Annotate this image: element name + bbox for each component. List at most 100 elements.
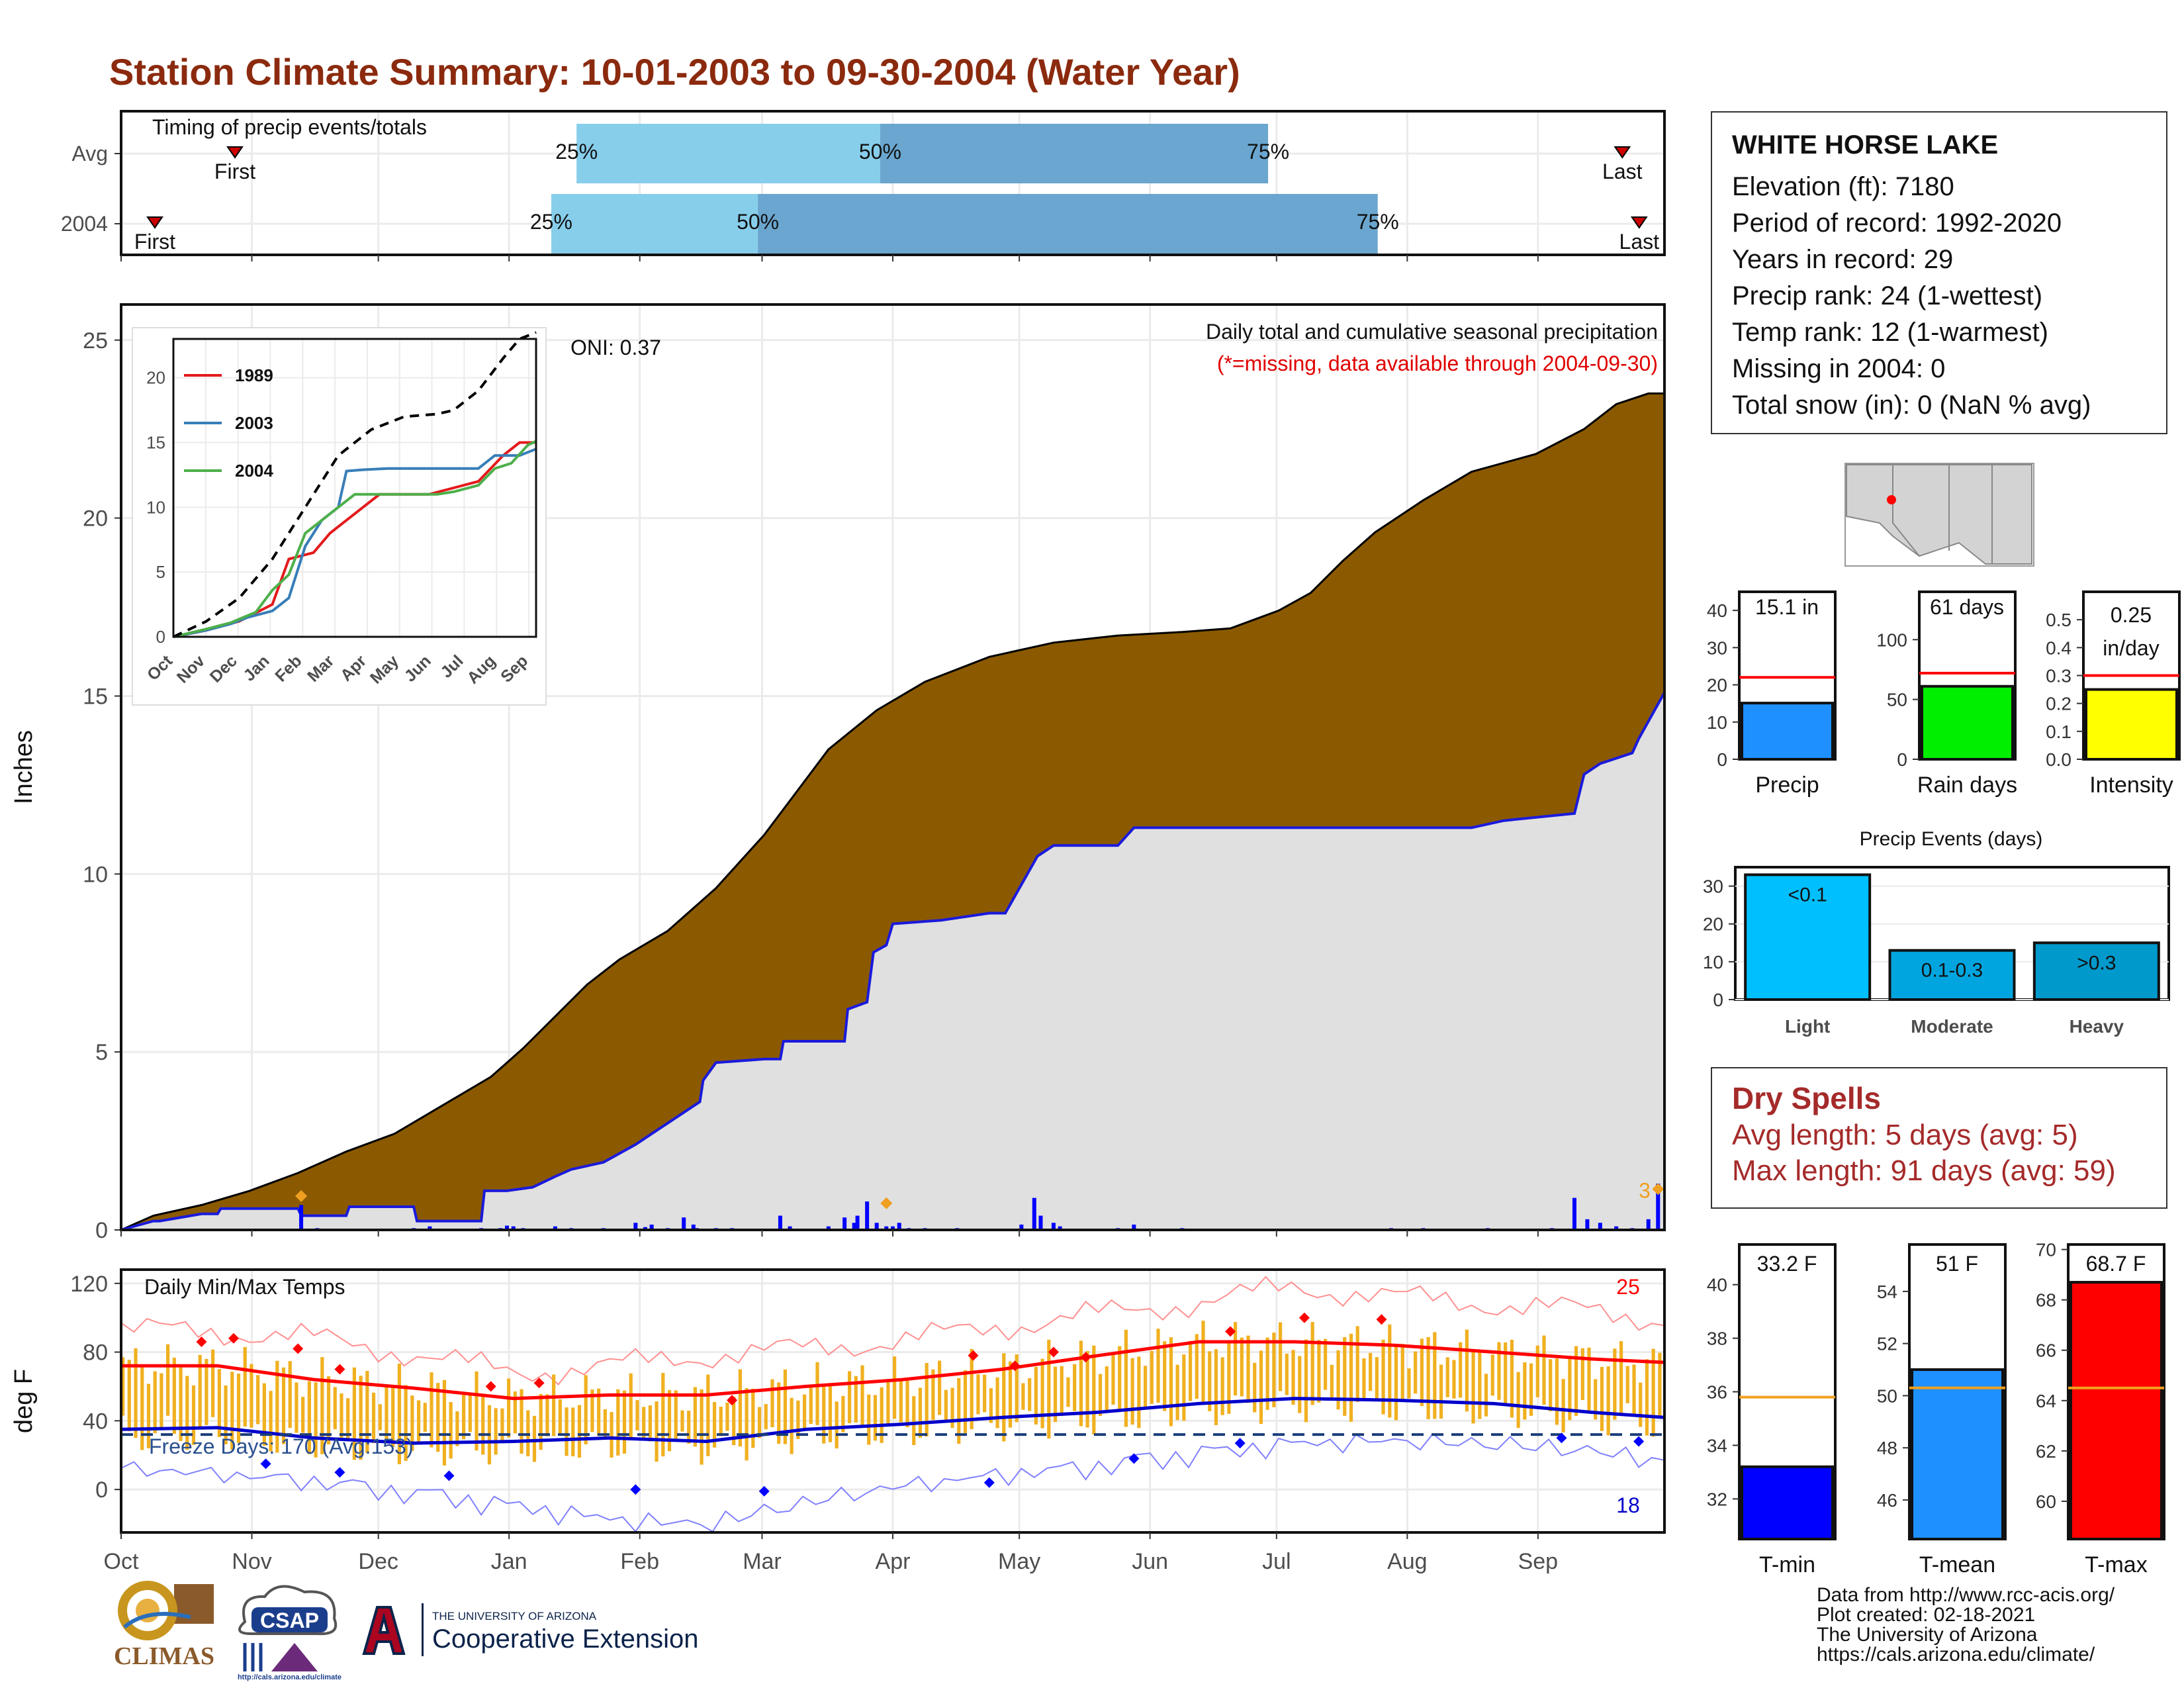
precip-extreme-marker (880, 1197, 893, 1209)
temp-daily-bar (1542, 1335, 1546, 1405)
temp-daily-bar (674, 1390, 678, 1439)
csap-logo-url: http://cals.arizona.edu/climate (237, 1673, 342, 1681)
inset-series-avg (173, 331, 537, 638)
temp-daily-bar (1375, 1357, 1379, 1401)
temp-daily-bar (1658, 1352, 1662, 1419)
precip-daily-bar (778, 1215, 782, 1230)
temp-daily-bar (616, 1389, 620, 1456)
precip-daily-bar (1032, 1197, 1036, 1230)
temp-min-value-label: 33.2 F (1757, 1252, 1817, 1276)
intensity-y-tick-label: 0.4 (2046, 637, 2071, 658)
intensity-value-bar (2085, 688, 2178, 761)
precip-y-axis-label: Inches (10, 730, 38, 804)
temp-daily-bar (1079, 1340, 1083, 1427)
precip-y-tick-label: 25 (83, 328, 108, 353)
temp-daily-bar (295, 1382, 298, 1433)
temp-daily-bar (500, 1408, 504, 1442)
temp-record-low-marker (443, 1470, 455, 1481)
precip-y-tick-label: 10 (83, 862, 108, 887)
temp-daily-bar (121, 1357, 125, 1416)
temp-daily-bar (166, 1344, 170, 1416)
temp-daily-bar (1279, 1322, 1283, 1391)
precip-daily-bar (1656, 1184, 1661, 1230)
temp-daily-bar (828, 1384, 833, 1442)
location-map (1844, 463, 2034, 567)
temp-daily-bar (905, 1381, 909, 1428)
temp-daily-bar (1587, 1347, 1591, 1411)
temp-daily-bar (1535, 1345, 1539, 1397)
temp-y-tick-label: 40 (83, 1409, 108, 1434)
temp-daily-bar (1632, 1364, 1636, 1417)
station-snow: Total snow (in): 0 (NaN % avg) (1732, 391, 2091, 420)
temp-daily-bar (1265, 1337, 1269, 1410)
temp-min-y-tick-label: 36 (1707, 1382, 1727, 1403)
temp-daily-bar (1182, 1354, 1186, 1421)
temp-daily-bar (1021, 1383, 1025, 1410)
temp-daily-bar (1388, 1324, 1392, 1418)
temp-daily-bar (1433, 1332, 1437, 1419)
precip-y-tick-label: 0 (95, 1218, 108, 1243)
temp-record-low-marker (758, 1485, 770, 1497)
page-title: Station Climate Summary: 10-01-2003 to 0… (109, 51, 1240, 93)
temp-daily-bar (1227, 1341, 1231, 1414)
inset-y-tick-label: 10 (146, 497, 165, 517)
temp-daily-bar (262, 1383, 266, 1446)
precip-daily-bar (682, 1217, 686, 1230)
temp-daily-bar (899, 1380, 903, 1423)
precip-extreme-marker (295, 1190, 308, 1202)
intensity-y-tick-label: 0.5 (2046, 610, 2071, 630)
temp-daily-bar (1253, 1362, 1257, 1413)
temp-daily-bar (1355, 1326, 1359, 1402)
temp-y-tick-label: 120 (70, 1272, 108, 1297)
timing-bar-q2 (758, 194, 1378, 254)
rain-days-y-tick-label: 50 (1887, 690, 1907, 710)
temp-daily-bar (1619, 1341, 1623, 1416)
temp-daily-bar (1137, 1356, 1141, 1429)
temp-daily-bar (565, 1407, 569, 1456)
temp-daily-bar (1124, 1329, 1128, 1427)
temp-daily-bar (976, 1374, 980, 1415)
temp-daily-bar (1240, 1337, 1244, 1397)
temp-max-y-tick-label: 70 (2036, 1240, 2056, 1260)
temp-tmax-avg-line (121, 1340, 1665, 1401)
temp-tmin-count: 18 (1616, 1493, 1640, 1517)
temp-daily-bar (1510, 1339, 1514, 1418)
temp-daily-bar (1400, 1344, 1404, 1399)
station-precip-rank: Precip rank: 24 (1-wettest) (1732, 281, 2043, 310)
temp-daily-bar (1445, 1357, 1449, 1397)
temp-record-high-marker (1009, 1360, 1021, 1372)
temp-daily-bar (320, 1357, 324, 1454)
temp-daily-bar (385, 1386, 388, 1443)
temp-daily-bar (1549, 1359, 1553, 1411)
temp-x-tick-label: Dec (358, 1549, 398, 1574)
temp-daily-bar (430, 1372, 433, 1448)
inset-bg (132, 327, 547, 706)
temp-record-high-marker (1225, 1326, 1236, 1337)
temp-daily-bar (1310, 1322, 1314, 1405)
temp-daily-bar (610, 1412, 614, 1458)
temp-record-min-line (120, 1432, 1665, 1533)
temp-daily-bar (153, 1371, 157, 1434)
precip-oni-label: ONI: 0.37 (570, 336, 661, 359)
dry-spells-avg: Avg length: 5 days (avg: 5) (1732, 1119, 2078, 1151)
temp-daily-bar (410, 1395, 414, 1451)
temp-daily-bar (963, 1370, 968, 1433)
temp-daily-bar (1098, 1374, 1103, 1416)
temp-daily-bar (140, 1366, 144, 1450)
station-elevation: Elevation (ft): 7180 (1732, 172, 1954, 201)
temp-daily-bar (1220, 1357, 1224, 1415)
precip-events-y-tick-label: 0 (1713, 990, 1723, 1010)
temp-daily-bar (706, 1374, 710, 1456)
temp-daily-bar (751, 1388, 755, 1448)
temp-y-axis-label: deg F (10, 1369, 38, 1433)
temp-daily-bar (352, 1367, 356, 1460)
temp-daily-bar (494, 1408, 498, 1455)
precip-daily-bar (1132, 1224, 1136, 1230)
temp-daily-bar (455, 1411, 459, 1446)
precip-daily-bar (852, 1223, 856, 1230)
temp-daily-bar (416, 1400, 421, 1442)
footer-url: https://cals.arizona.edu/climate/ (1817, 1644, 2095, 1665)
temp-x-tick-label: Nov (232, 1549, 271, 1574)
temp-daily-bar (1272, 1333, 1276, 1407)
intensity-y-tick-label: 0.1 (2046, 722, 2071, 742)
